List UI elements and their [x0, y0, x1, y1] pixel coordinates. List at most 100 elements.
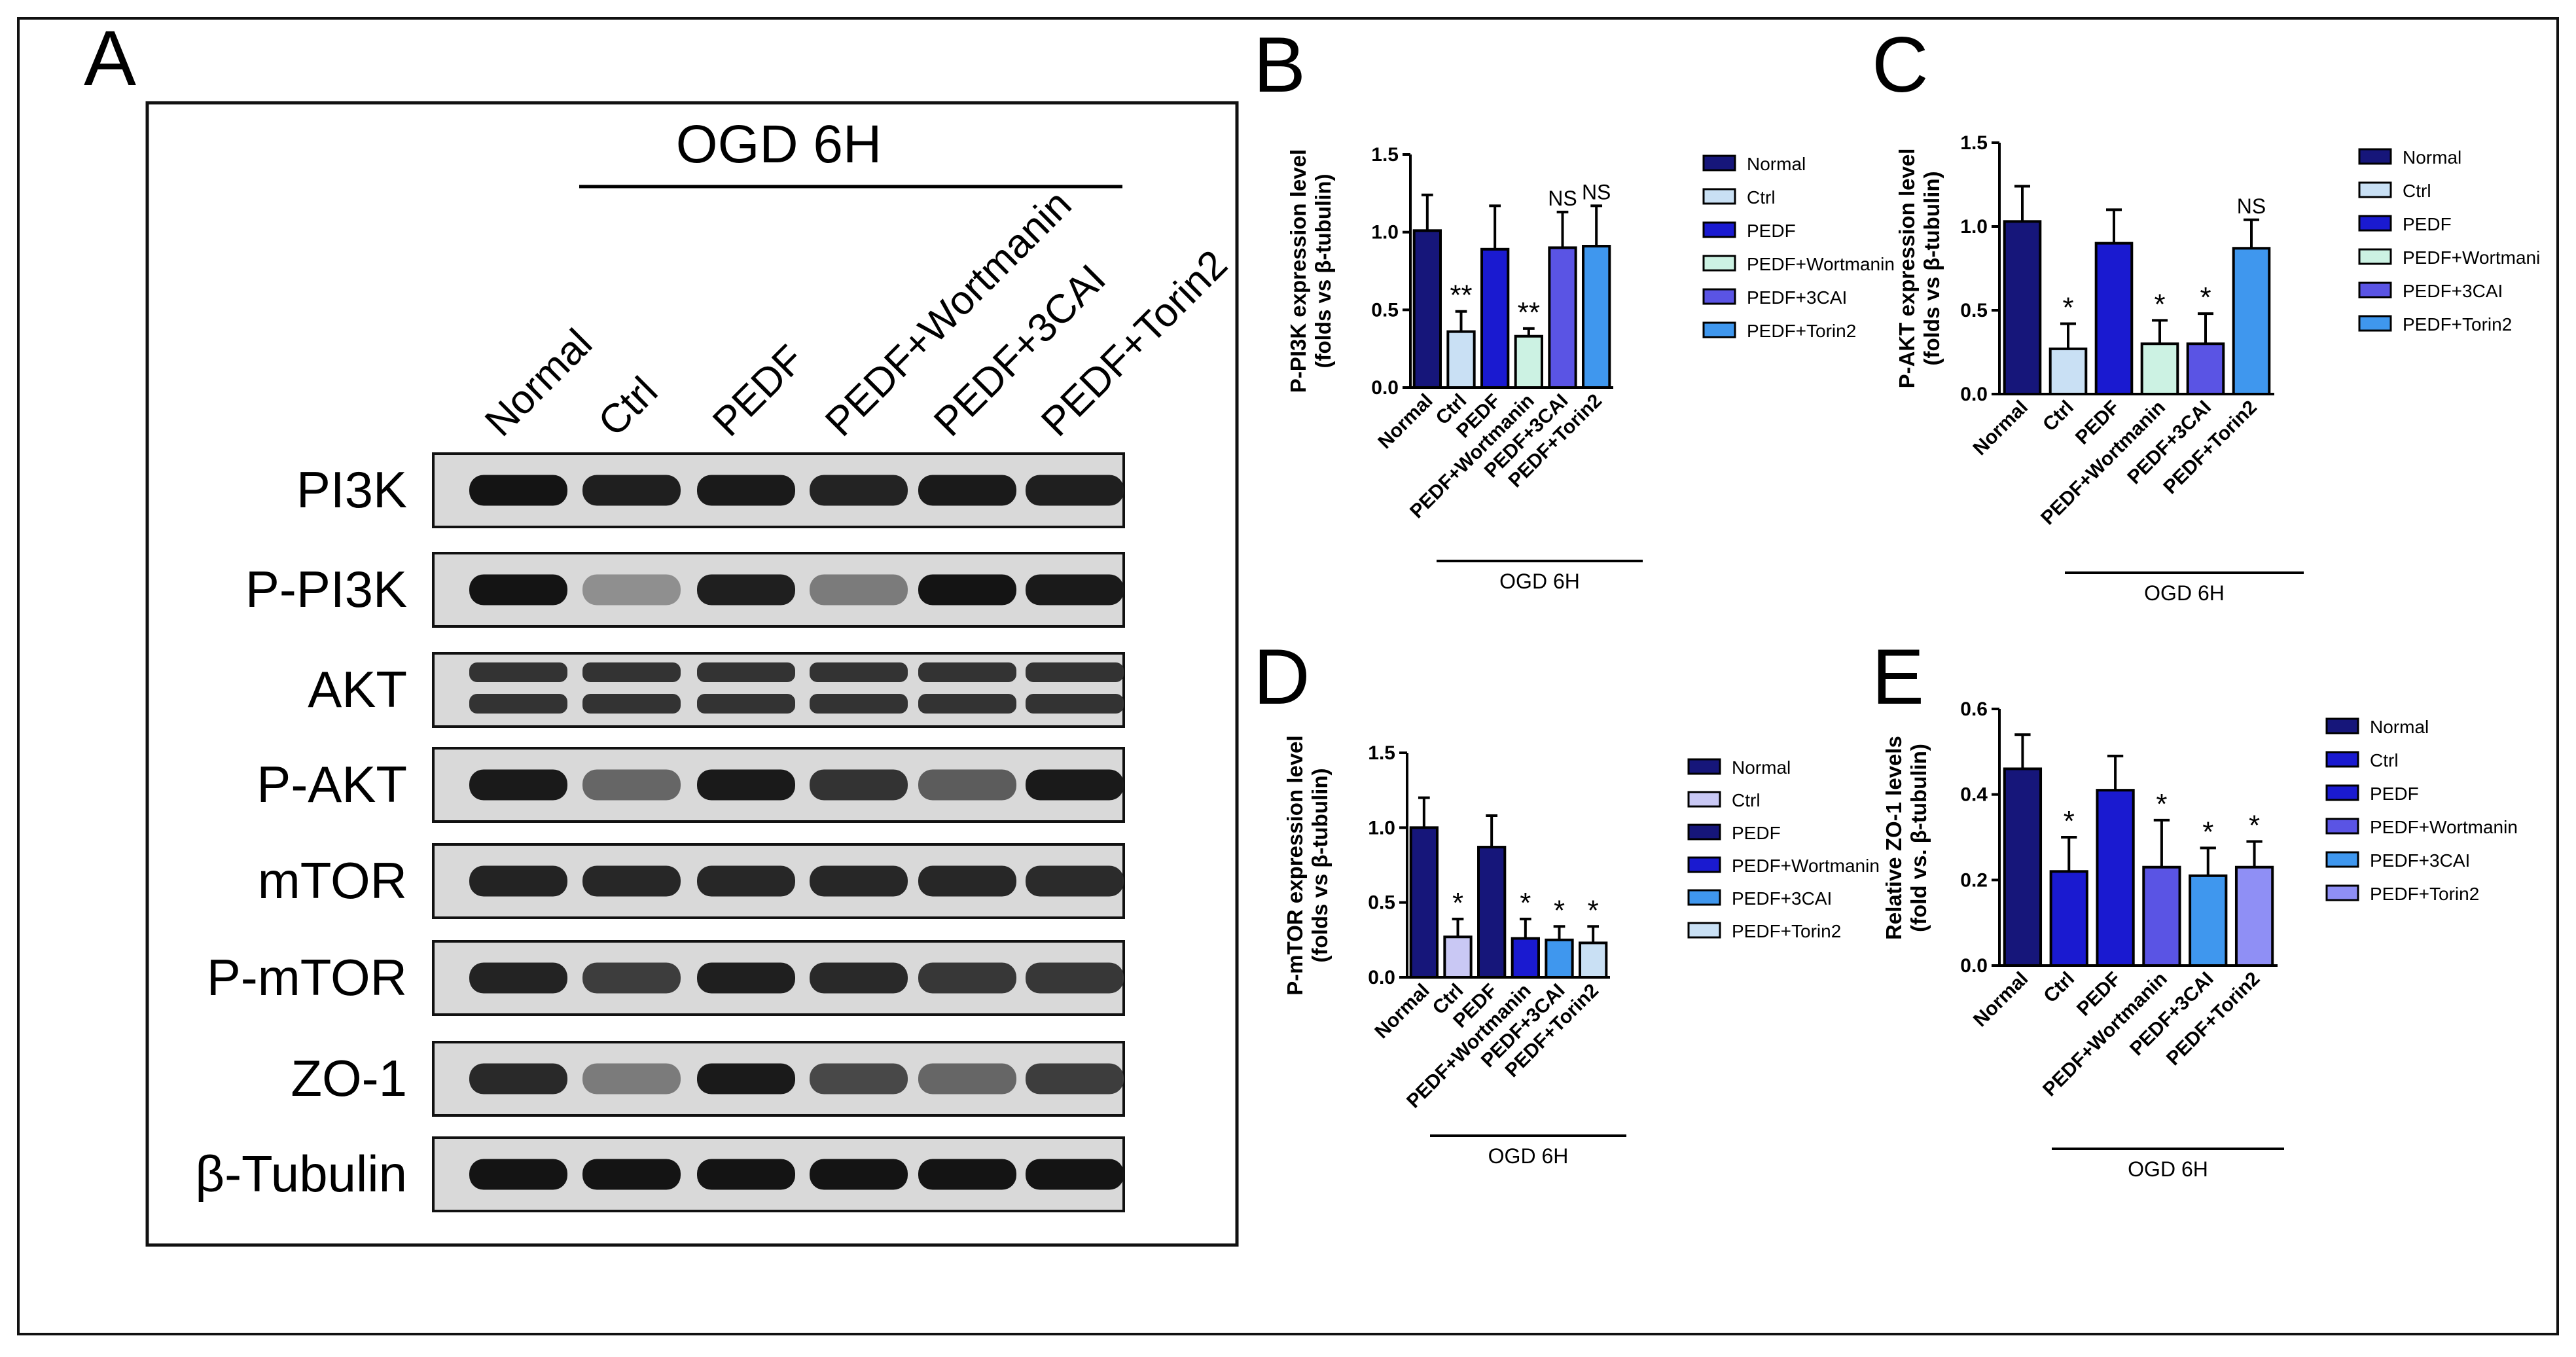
legend-swatch — [1687, 758, 1721, 775]
blot-band — [1026, 1063, 1124, 1095]
bar — [1446, 330, 1476, 389]
panel-letter-a: A — [84, 14, 136, 102]
bar — [1477, 846, 1507, 979]
significance-label: * — [2200, 281, 2211, 314]
bar — [1409, 826, 1439, 979]
legend-swatch — [2358, 281, 2392, 299]
significance-label: * — [1520, 887, 1531, 919]
blot-band — [469, 865, 567, 897]
y-tick-label: 0.0 — [1960, 384, 1988, 405]
blot-band — [469, 694, 567, 714]
y-tick-label: 0.5 — [1960, 300, 1988, 321]
legend-label: PEDF+Wortmanin — [1747, 254, 1895, 274]
blot-band — [1026, 865, 1124, 897]
legend-swatch — [1702, 321, 1736, 338]
legend-label: Ctrl — [2370, 750, 2399, 770]
blot-band — [1026, 574, 1124, 606]
blot-row: P-AKT — [257, 747, 1125, 823]
bar — [2003, 767, 2043, 967]
legend-swatch — [2358, 148, 2392, 165]
blot-band — [1026, 769, 1124, 801]
bar — [2189, 874, 2228, 968]
significance-label: * — [2156, 788, 2167, 820]
bar — [1582, 245, 1611, 389]
blot-band — [918, 769, 1016, 801]
y-tick-label: 0.0 — [1371, 377, 1399, 399]
blot-band — [469, 662, 567, 682]
legend-swatch — [1687, 922, 1721, 939]
bar — [2142, 865, 2181, 967]
bar — [1514, 335, 1543, 389]
significance-label: * — [2202, 816, 2213, 848]
y-tick-label: 1.0 — [1371, 222, 1399, 244]
blot-band — [582, 574, 681, 606]
legend-label: PEDF+Wortmani — [2403, 247, 2540, 268]
y-axis-label-line: P-PI3K expression level — [1286, 149, 1310, 393]
blot-frame — [145, 101, 1239, 1247]
legend-swatch — [1702, 221, 1736, 238]
legend-label: Normal — [2403, 147, 2461, 168]
y-axis-label-line: Relative ZO-1 levels — [1882, 736, 1906, 940]
blot-band — [697, 662, 795, 682]
legend-label: PEDF — [1747, 221, 1796, 241]
blot-row: β-Tubulin — [195, 1136, 1125, 1212]
blot-band — [918, 962, 1016, 994]
blot-band — [1026, 475, 1124, 506]
y-tick-label: 1.5 — [1368, 742, 1395, 764]
legend-label: PEDF — [1732, 823, 1781, 843]
legend-label: PEDF+3CAI — [1732, 888, 1832, 909]
legend-swatch — [1702, 188, 1736, 205]
legend-label: Ctrl — [1732, 790, 1761, 810]
significance-label: * — [1452, 887, 1463, 919]
blot-band — [469, 769, 567, 801]
bar — [2049, 870, 2088, 968]
y-tick-label: 0.4 — [1960, 784, 1988, 806]
blot-band — [810, 769, 908, 801]
bar — [2140, 342, 2179, 396]
significance-label: NS — [1582, 180, 1611, 204]
blot-band — [918, 574, 1016, 606]
bar — [2094, 242, 2134, 395]
legend-label: PEDF+Torin2 — [1747, 321, 1856, 341]
y-tick-label: 0.0 — [1368, 967, 1395, 988]
blot-band — [582, 694, 681, 714]
y-tick-label: 0.6 — [1960, 698, 1988, 720]
group-label: OGD 6H — [2128, 1157, 2208, 1181]
bar — [1579, 941, 1608, 979]
bar — [1412, 229, 1442, 389]
bar — [1548, 246, 1577, 389]
panel-letter-b: B — [1253, 21, 1306, 109]
blot-row-label: ZO-1 — [291, 1049, 407, 1107]
bar — [1480, 247, 1510, 389]
blot-band — [469, 1159, 567, 1190]
y-tick-label: 0.5 — [1371, 299, 1399, 321]
legend-label: PEDF+Wortmanin — [1732, 856, 1880, 876]
bar — [2003, 220, 2042, 395]
legend-swatch — [1687, 856, 1721, 873]
blot-band — [469, 962, 567, 994]
blot-band — [697, 1063, 795, 1095]
legend-swatch — [2325, 784, 2359, 801]
blot-row: mTOR — [258, 843, 1125, 919]
blot-band — [697, 769, 795, 801]
group-label: OGD 6H — [1488, 1144, 1569, 1168]
bar — [1443, 935, 1473, 979]
y-axis-label: P-mTOR expression level(folds vs β-tubul… — [1283, 735, 1332, 995]
bar — [2234, 865, 2274, 967]
blot-band — [810, 865, 908, 897]
y-axis-label-line: P-AKT expression level — [1895, 149, 1919, 389]
y-axis-label-line: (folds vs β-tubulin) — [1920, 172, 1944, 366]
legend-label: PEDF — [2403, 214, 2452, 234]
legend-label: PEDF+Wortmanin — [2370, 817, 2518, 837]
legend-swatch — [1702, 288, 1736, 305]
legend-swatch — [1702, 255, 1736, 272]
legend-swatch — [1702, 154, 1736, 172]
legend-swatch — [2358, 248, 2392, 265]
legend-label: Ctrl — [1747, 187, 1776, 208]
panel-letter-d: D — [1253, 633, 1310, 721]
y-axis-label: Relative ZO-1 levels(fold vs. β-tubulin) — [1882, 736, 1931, 940]
significance-label: * — [2062, 291, 2073, 323]
bar — [1511, 937, 1540, 979]
legend-swatch — [2325, 717, 2359, 734]
blot-band — [1026, 662, 1124, 682]
